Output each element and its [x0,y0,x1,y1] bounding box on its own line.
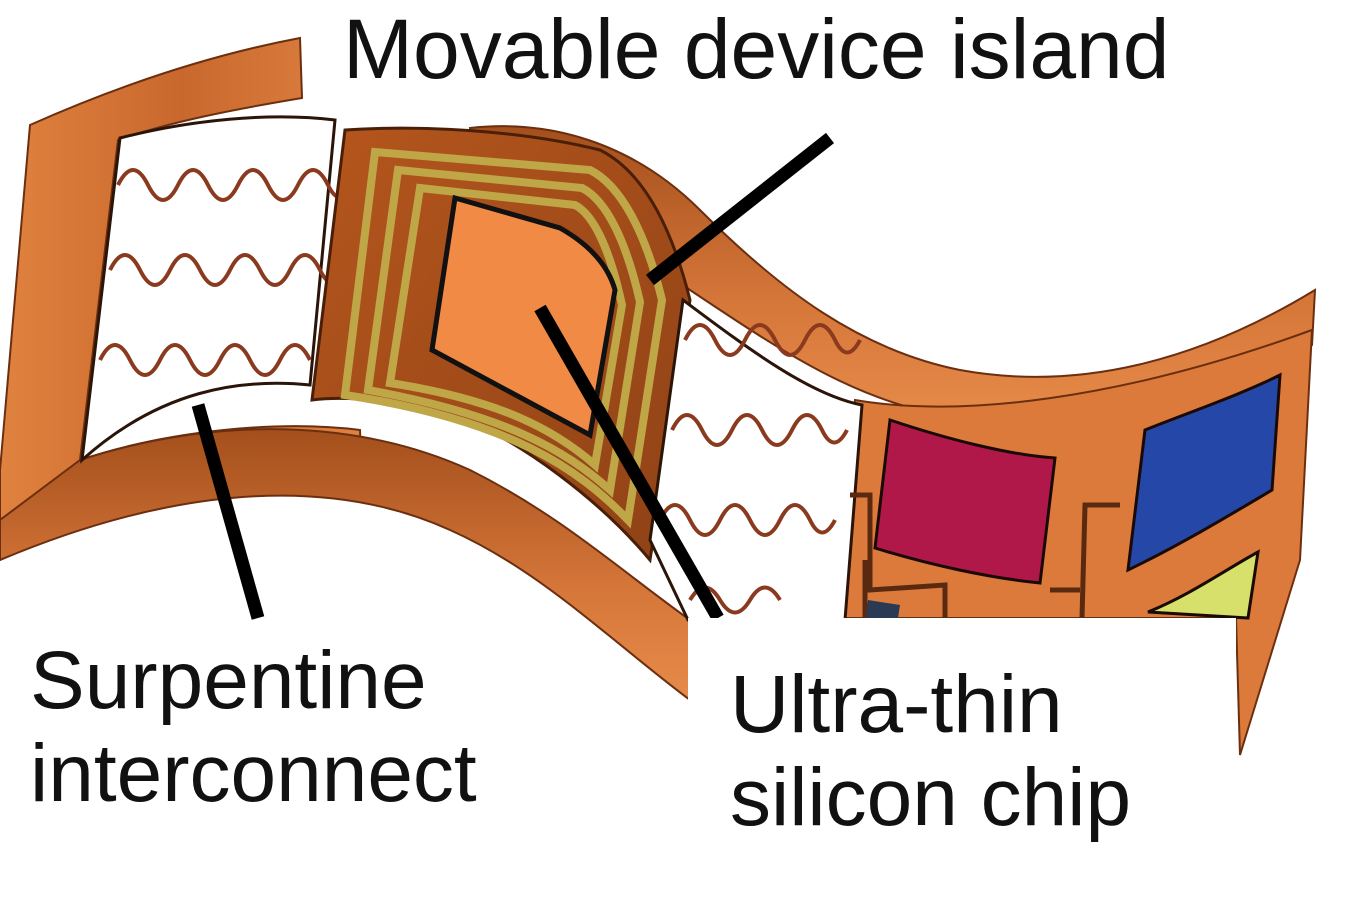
substrate-upper-band [468,125,1317,422]
leader-line-serpentine [191,403,265,620]
chip-label-background [688,618,1236,907]
magenta-chip [873,417,1057,585]
silicon-chip-label: Ultra-thin silicon chip [730,658,1131,845]
leader-line-island [645,132,835,286]
silicon-chip [429,194,618,439]
leader-line-chip [534,304,724,622]
serpentine-label-line2: interconnect [30,728,477,820]
blue-chip [1126,372,1282,573]
yellow-chip [1147,549,1260,620]
serpentine-window-left [80,115,337,464]
serpentine-window-right [648,297,864,622]
panel-wiring [850,492,1120,619]
serpentine-interconnect-label: Surpentine interconnect [30,634,477,821]
chip-label-line2: silicon chip [730,752,1132,844]
chip-label-line1: Ultra-thin [730,659,1063,750]
substrate-lower-band [0,428,691,703]
serpentine-traces-left [98,168,355,377]
serpentine-label-line1: Surpentine [30,635,427,726]
dark-chip-edge [866,600,900,618]
gold-traces [340,147,667,529]
movable-device-island-label: Movable device island [343,2,1170,96]
